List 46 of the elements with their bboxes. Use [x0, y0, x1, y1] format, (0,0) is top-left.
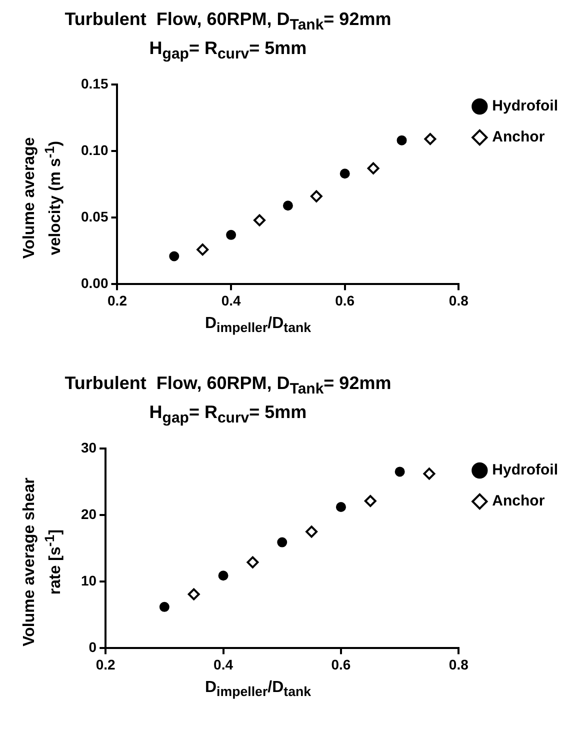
point	[188, 588, 200, 600]
chart-subtitle: H$_{gap}$= R$_{curv}$= 5mm	[148, 400, 308, 428]
legend-label: Hydrofoil	[492, 462, 558, 479]
point	[336, 502, 346, 512]
legend-label: Anchor	[492, 128, 545, 146]
y-tick-label: 0.15	[81, 75, 108, 92]
point	[226, 230, 236, 240]
point	[364, 495, 376, 508]
x-tick-label: 0.2	[96, 656, 116, 673]
point	[367, 162, 380, 175]
x-tick-label: 0.8	[448, 292, 469, 309]
point	[424, 133, 436, 146]
x-tick-label: 0.8	[448, 656, 469, 673]
point	[246, 556, 259, 568]
point	[310, 190, 322, 202]
point	[218, 570, 228, 581]
point	[394, 466, 405, 477]
legend-label: Hydrofoil	[492, 98, 558, 115]
y-tick-label: 20	[80, 506, 97, 522]
y-tick-label: 0	[88, 639, 97, 656]
y-tick-label: 0.00	[81, 275, 108, 292]
y-tick-label: 0.05	[81, 208, 108, 225]
point	[423, 468, 436, 480]
y-tick-label: 10	[80, 572, 97, 589]
point	[340, 168, 350, 179]
x-axis-title: D$_{impeller}$/D$_{tank}$	[204, 679, 312, 700]
point	[169, 251, 180, 262]
chart-title: Turbulent Flow, 60RPM, D$_{Tank}$= 92mm	[64, 372, 392, 400]
y-tick-label: 30	[80, 439, 97, 456]
x-tick-label: 0.2	[108, 292, 128, 309]
x-tick-label: 0.6	[331, 656, 351, 673]
legend-label: Anchor	[492, 492, 545, 510]
point	[277, 537, 288, 548]
point	[196, 244, 209, 256]
point	[159, 602, 170, 612]
x-tick-label: 0.6	[335, 292, 355, 309]
chart-subtitle: H$_{gap}$= R$_{curv}$= 5mm	[148, 36, 308, 64]
point	[254, 214, 266, 226]
point	[282, 200, 293, 211]
point	[396, 136, 407, 146]
x-tick-label: 0.4	[214, 656, 234, 673]
y-tick-label: 0.10	[81, 142, 108, 158]
x-tick-label: 0.4	[221, 292, 241, 309]
point	[306, 526, 318, 538]
x-axis-title: D$_{impeller}$/D$_{tank}$	[204, 315, 312, 336]
chart-title: Turbulent Flow, 60RPM, D$_{Tank}$= 92mm	[64, 8, 392, 36]
